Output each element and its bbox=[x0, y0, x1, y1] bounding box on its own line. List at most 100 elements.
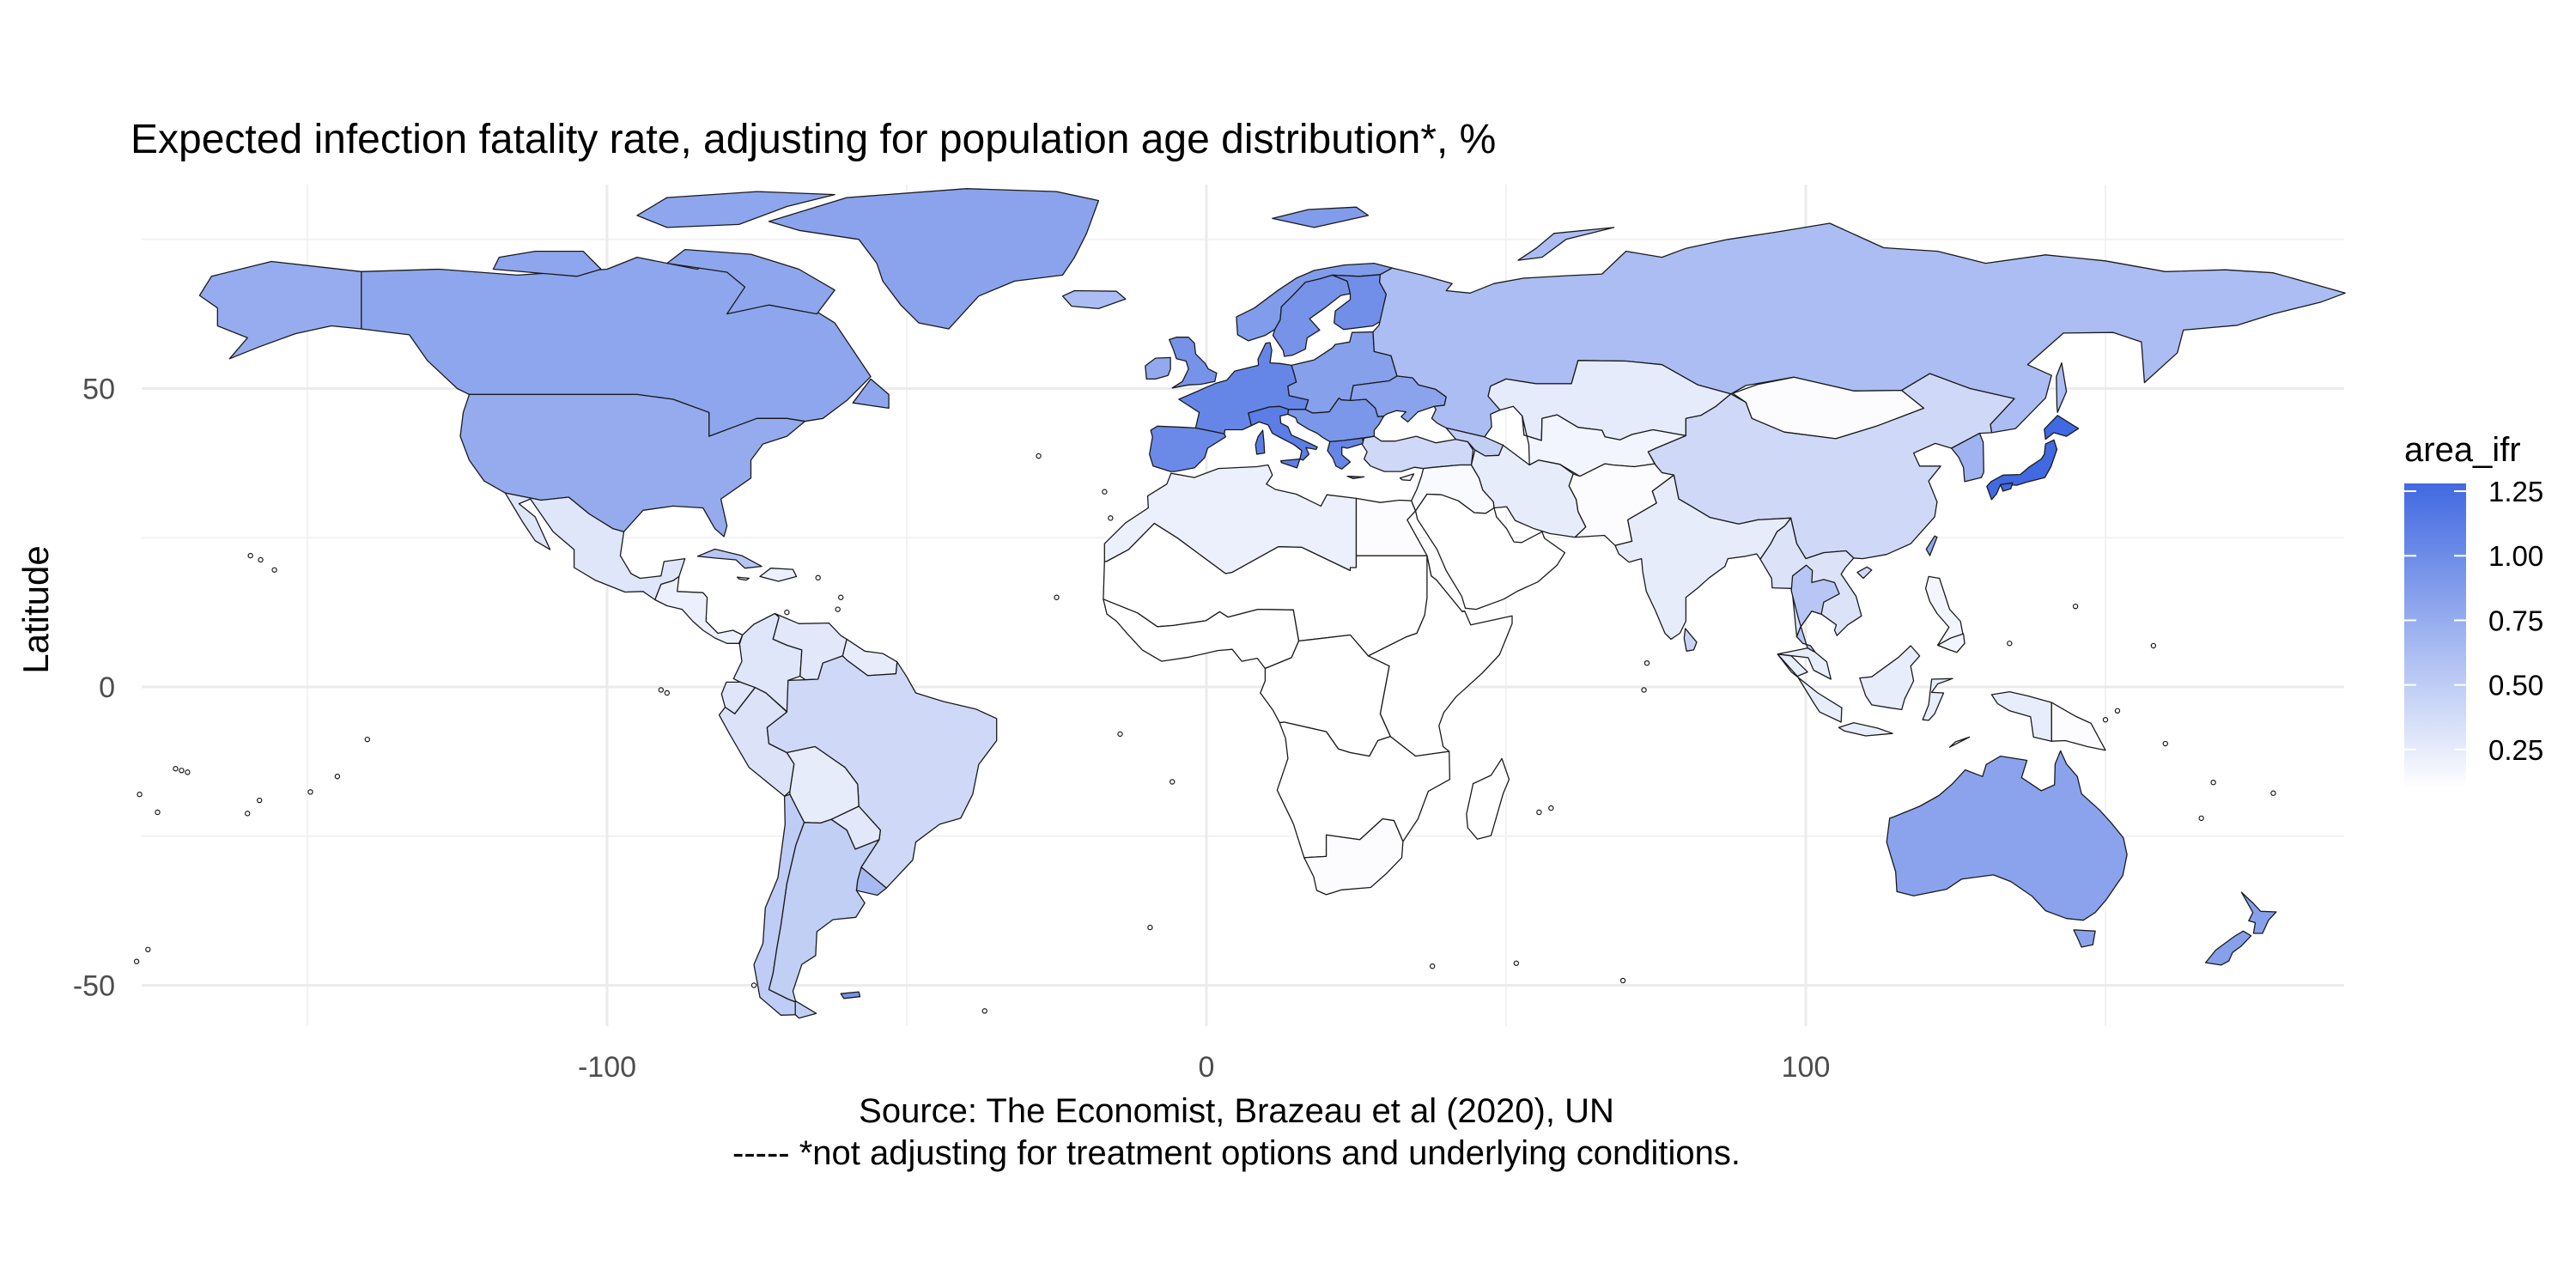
small-island bbox=[1117, 731, 1123, 738]
small-island bbox=[247, 552, 253, 559]
island-kyushu-shikoku bbox=[2000, 482, 2014, 492]
region-arabian-peninsula: Arabian Peninsula bbox=[1414, 493, 1566, 611]
small-island bbox=[1536, 809, 1542, 816]
x-tick-label: 100 bbox=[1782, 1051, 1831, 1084]
region-argentina: Argentina bbox=[768, 818, 880, 1003]
small-island bbox=[155, 809, 161, 816]
region-east-africa: East Africa bbox=[1367, 555, 1513, 757]
legend-ticks: 1.25 1.00 0.75 0.50 0.25 bbox=[2404, 476, 2543, 766]
island-java bbox=[1838, 722, 1893, 737]
land-regions: CanadaAlaskaUnited StatesGreenlandIcelan… bbox=[133, 188, 2346, 1019]
small-island bbox=[815, 574, 821, 581]
region-greece: Greece bbox=[1327, 437, 1364, 470]
region-australia: Australia bbox=[1886, 750, 2128, 921]
small-island bbox=[1147, 924, 1153, 931]
x-tick-label: 0 bbox=[1199, 1051, 1215, 1084]
region-sri-lanka: Sri Lanka bbox=[1683, 628, 1698, 652]
small-island bbox=[1643, 660, 1650, 666]
small-island bbox=[1054, 594, 1060, 600]
region-alaska: Alaska bbox=[198, 260, 362, 360]
legend-title: area_ifr bbox=[2404, 431, 2521, 469]
chart-title: Expected infection fatality rate, adjust… bbox=[131, 117, 1496, 162]
legend-tick-label: 0.25 bbox=[2488, 734, 2543, 766]
region-cuba: Cuba bbox=[696, 548, 762, 569]
island-ellesmere-island bbox=[636, 191, 835, 228]
small-island bbox=[1036, 453, 1042, 459]
x-tick-label: -100 bbox=[578, 1051, 636, 1084]
island-sumatra-north bbox=[1777, 653, 1808, 677]
small-island bbox=[838, 594, 844, 600]
small-island bbox=[1429, 963, 1436, 969]
island-tierra-del-fuego bbox=[794, 999, 817, 1019]
small-island bbox=[750, 982, 757, 988]
island-sulawesi bbox=[1922, 677, 1953, 721]
small-island bbox=[307, 789, 313, 795]
small-island bbox=[1641, 687, 1647, 693]
small-island bbox=[137, 791, 143, 798]
region-taiwan: Taiwan bbox=[1925, 535, 1938, 556]
region-iberia: Iberia bbox=[1149, 425, 1226, 472]
island-sicily bbox=[1279, 458, 1301, 469]
island-mindanao bbox=[1936, 633, 1965, 653]
caption-note: ----- *not adjusting for treatment optio… bbox=[732, 1134, 1741, 1172]
small-island bbox=[2114, 708, 2121, 714]
legend-tick-label: 0.50 bbox=[2488, 670, 2543, 702]
island-victoria-island bbox=[492, 250, 602, 277]
region-madagascar: Madagascar bbox=[1466, 757, 1510, 840]
x-tick-labels: -100 0 100 bbox=[578, 1051, 1830, 1084]
island-sakhalin bbox=[2056, 361, 2068, 413]
legend-tick-label: 0.75 bbox=[2488, 605, 2543, 636]
island-sardinia-corsica bbox=[1255, 429, 1266, 455]
small-island bbox=[1108, 515, 1114, 521]
region-tasmania: Tasmania bbox=[2073, 929, 2096, 948]
island-hainan bbox=[1856, 566, 1873, 580]
small-island bbox=[664, 690, 671, 696]
small-island bbox=[364, 736, 370, 743]
small-island bbox=[2072, 603, 2079, 610]
small-island bbox=[173, 766, 179, 772]
small-island bbox=[258, 556, 264, 563]
region-central-america: Central America bbox=[654, 575, 744, 644]
region-southern-africa: Southern Africa bbox=[1276, 721, 1451, 859]
region-iceland: Iceland bbox=[1061, 289, 1127, 310]
island-cyprus bbox=[1399, 473, 1415, 482]
small-island bbox=[1102, 489, 1108, 495]
legend-tick-label: 1.25 bbox=[2488, 476, 2543, 507]
small-island bbox=[2198, 815, 2204, 822]
island-hispaniola bbox=[759, 568, 798, 582]
y-tick-label: 50 bbox=[82, 374, 115, 406]
small-island bbox=[784, 609, 790, 616]
legend: area_ifr 1.25 1.00 0.75 0.50 0.25 bbox=[2404, 431, 2543, 788]
island-borneo bbox=[1859, 645, 1921, 711]
small-island bbox=[981, 1008, 987, 1014]
y-axis-title: Latitude bbox=[15, 545, 56, 673]
island-hokkaido bbox=[2044, 415, 2080, 440]
small-island bbox=[1548, 805, 1554, 811]
small-island bbox=[2210, 780, 2216, 786]
region-korea: Korea bbox=[1950, 432, 1984, 483]
island-new-guinea-west bbox=[1990, 690, 2052, 742]
region-japan: Japan bbox=[1986, 439, 2058, 501]
small-island bbox=[245, 811, 251, 817]
region-ireland: Ireland bbox=[1145, 356, 1171, 380]
region-united-kingdom: United Kingdom bbox=[1169, 337, 1218, 389]
region-sweden: Sweden bbox=[1272, 274, 1352, 357]
small-island bbox=[2270, 790, 2276, 796]
small-island bbox=[179, 768, 185, 774]
small-island bbox=[185, 769, 191, 775]
y-tick-labels: 50 0 -50 bbox=[73, 374, 115, 1003]
small-island bbox=[271, 567, 277, 573]
legend-tick-label: 1.00 bbox=[2488, 540, 2543, 572]
island-crete bbox=[1346, 476, 1365, 480]
island-baffin-island bbox=[666, 248, 835, 315]
small-island bbox=[835, 606, 841, 612]
island-timor bbox=[1948, 736, 1971, 748]
region-malaysia-indonesia: Malaysia & Indonesia bbox=[1777, 647, 1843, 723]
region-papua-new-guinea: Papua New Guinea bbox=[2050, 702, 2106, 751]
island-newfoundland bbox=[852, 378, 890, 410]
region-greenland: Greenland bbox=[768, 188, 1100, 330]
small-island bbox=[658, 687, 665, 693]
caption-source: Source: The Economist, Brazeau et al (20… bbox=[859, 1092, 1614, 1130]
island-svalbard bbox=[1272, 206, 1370, 228]
